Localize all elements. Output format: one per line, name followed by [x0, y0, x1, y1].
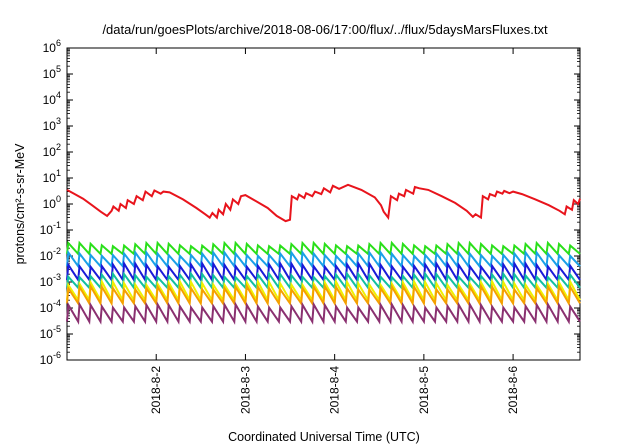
x-tick-label: 2018-8-2	[149, 366, 163, 414]
y-tick-label: 10-6	[40, 350, 61, 367]
x-tick-label: 2018-8-3	[238, 366, 252, 414]
chart-title: /data/run/goesPlots/archive/2018-08-06/1…	[102, 22, 548, 37]
y-tick-label: 10-1	[40, 220, 61, 237]
y-tick-label: 101	[43, 168, 61, 185]
y-axis-label: protons/cm²-s-sr-MeV	[13, 143, 27, 265]
series-line-1	[66, 183, 581, 223]
series-line-8	[66, 301, 581, 325]
x-tick-label: 2018-8-4	[328, 366, 342, 414]
y-tick-label: 102	[43, 142, 61, 159]
y-tick-label: 10-5	[40, 324, 61, 341]
y-tick-label: 10-3	[40, 272, 61, 289]
x-axis-ticks: 2018-8-2 2018-8-3 2018-8-4 2018-8-5 2018-8-6	[149, 48, 520, 414]
series-layer	[66, 183, 581, 325]
x-tick-label: 2018-8-6	[506, 366, 520, 414]
y-axis-ticks: 10-6 10-5 10-4 10-3 10-2 10-1 100 101 102 103 104 1…	[40, 38, 580, 367]
y-tick-label: 100	[43, 194, 61, 211]
series-line-7	[66, 282, 581, 307]
x-axis-label: Coordinated Universal Time (UTC)	[228, 430, 420, 444]
y-tick-label: 105	[43, 64, 61, 81]
x-tick-label: 2018-8-5	[417, 366, 431, 414]
y-tick-label: 106	[43, 38, 61, 55]
y-tick-label: 10-4	[40, 298, 61, 315]
y-tick-label: 103	[43, 116, 61, 133]
y-tick-label: 10-2	[40, 246, 61, 263]
y-tick-label: 104	[43, 90, 61, 107]
series-line-2	[66, 240, 581, 257]
series-line-3	[66, 249, 581, 270]
